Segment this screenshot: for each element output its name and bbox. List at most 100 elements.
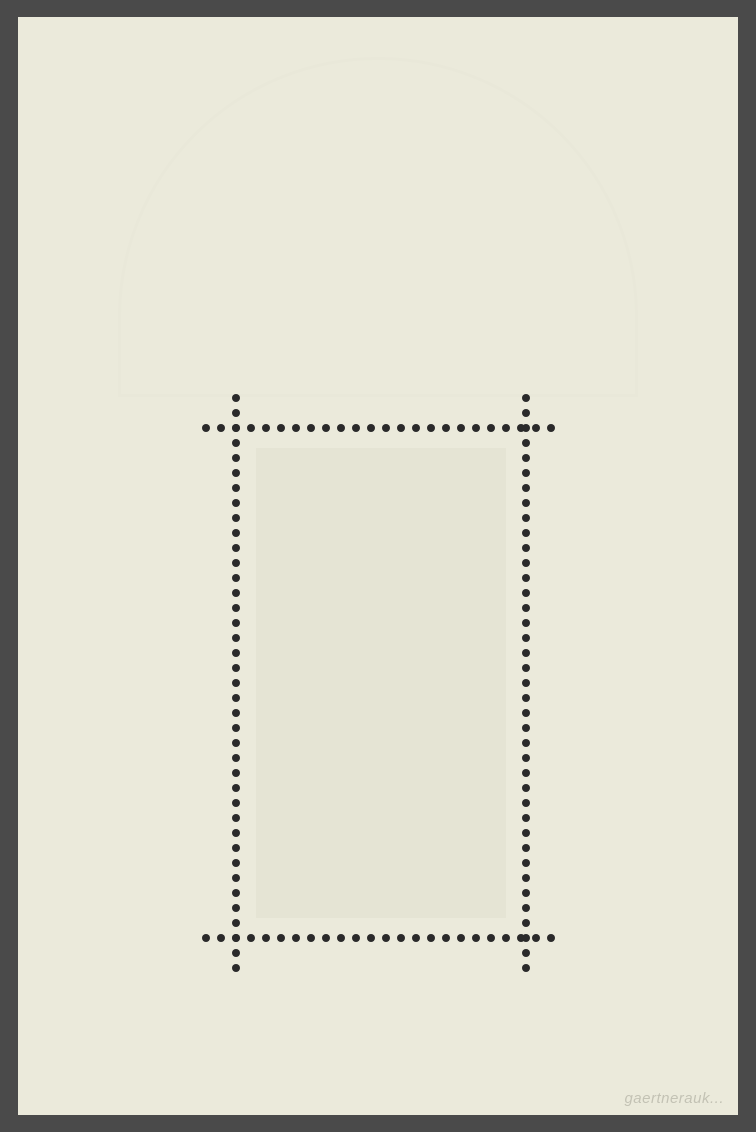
perforation-dot bbox=[522, 874, 530, 882]
perforation-dot bbox=[382, 934, 390, 942]
perforation-dot bbox=[232, 709, 240, 717]
perforation-dot bbox=[232, 904, 240, 912]
perforation-dot bbox=[522, 724, 530, 732]
perforation-dot bbox=[522, 949, 530, 957]
perforation-dot bbox=[522, 529, 530, 537]
perforation-dot bbox=[232, 694, 240, 702]
perforation-dot bbox=[412, 934, 420, 942]
perforation-dot bbox=[522, 709, 530, 717]
perforation-dot bbox=[232, 664, 240, 672]
perforation-dot bbox=[232, 544, 240, 552]
perforation-dot bbox=[427, 934, 435, 942]
watermark-text: gaertnerauk... bbox=[624, 1090, 724, 1107]
perforation-dot bbox=[522, 859, 530, 867]
perforation-dot bbox=[232, 484, 240, 492]
perforation-dot bbox=[232, 604, 240, 612]
perforation-dot bbox=[427, 424, 435, 432]
perforation-dot bbox=[232, 439, 240, 447]
perforation-dot bbox=[202, 424, 210, 432]
perforation-dot bbox=[217, 424, 225, 432]
perforation-dot bbox=[322, 424, 330, 432]
perforation-dot bbox=[397, 934, 405, 942]
perforation-dot bbox=[322, 934, 330, 942]
perforation-dot bbox=[307, 934, 315, 942]
perforation-dot bbox=[522, 679, 530, 687]
perforation-dot bbox=[522, 619, 530, 627]
faint-arch-pattern bbox=[118, 57, 638, 397]
perforation-dot bbox=[232, 394, 240, 402]
perforation-dot bbox=[502, 424, 510, 432]
perforation-dot bbox=[457, 424, 465, 432]
perforation-dot bbox=[487, 424, 495, 432]
perforation-dot bbox=[522, 829, 530, 837]
perforation-dot bbox=[522, 454, 530, 462]
perforation-dot bbox=[522, 739, 530, 747]
perforation-dot bbox=[472, 934, 480, 942]
perforation-dot bbox=[217, 934, 225, 942]
perforation-dot bbox=[382, 424, 390, 432]
perforation-dot bbox=[367, 934, 375, 942]
perforation-dot bbox=[232, 739, 240, 747]
perforation-dot bbox=[292, 934, 300, 942]
perforation-dot bbox=[547, 424, 555, 432]
perforation-dot bbox=[232, 799, 240, 807]
perforation-dot bbox=[352, 424, 360, 432]
perforation-dot bbox=[522, 754, 530, 762]
perforation-dot bbox=[232, 919, 240, 927]
perforation-dot bbox=[522, 844, 530, 852]
perforation-dot bbox=[522, 964, 530, 972]
perforation-dot bbox=[522, 769, 530, 777]
perforation-dot bbox=[337, 934, 345, 942]
perforation-dot bbox=[522, 919, 530, 927]
perforation-dot bbox=[232, 829, 240, 837]
perforation-dot bbox=[232, 574, 240, 582]
perforation-dot bbox=[442, 424, 450, 432]
perforation-dot bbox=[232, 619, 240, 627]
perforation-dot bbox=[337, 424, 345, 432]
perforation-dot bbox=[522, 604, 530, 612]
stamp-sheet: gaertnerauk... bbox=[18, 17, 738, 1115]
perforation-dot bbox=[262, 934, 270, 942]
perforation-dot bbox=[522, 799, 530, 807]
perforation-dot bbox=[292, 424, 300, 432]
perforation-dot bbox=[522, 904, 530, 912]
perforation-dot bbox=[232, 679, 240, 687]
perforation-dot bbox=[522, 634, 530, 642]
perforation-dot bbox=[522, 694, 530, 702]
perforation-dot bbox=[232, 859, 240, 867]
perforation-dot bbox=[262, 424, 270, 432]
perforation-dot bbox=[232, 529, 240, 537]
perforation-dot bbox=[522, 784, 530, 792]
perforation-dot bbox=[472, 424, 480, 432]
perforation-dot bbox=[247, 934, 255, 942]
perforation-frame bbox=[236, 428, 526, 938]
perforation-dot bbox=[522, 559, 530, 567]
perforation-dot bbox=[442, 934, 450, 942]
perforation-dot bbox=[522, 484, 530, 492]
perforation-dot bbox=[202, 934, 210, 942]
perforation-dot bbox=[232, 424, 240, 432]
perforation-dot bbox=[232, 469, 240, 477]
perforation-dot bbox=[522, 889, 530, 897]
perforation-dot bbox=[232, 409, 240, 417]
perforation-dot bbox=[232, 814, 240, 822]
perforation-dot bbox=[522, 499, 530, 507]
perforation-dot bbox=[232, 754, 240, 762]
perforation-dot bbox=[232, 454, 240, 462]
perforation-dot bbox=[232, 514, 240, 522]
perforation-dot bbox=[487, 934, 495, 942]
perforation-dot bbox=[397, 424, 405, 432]
perforation-dot bbox=[522, 544, 530, 552]
perforation-dot bbox=[232, 964, 240, 972]
perforation-dot bbox=[522, 934, 530, 942]
perforation-dot bbox=[352, 934, 360, 942]
perforation-dot bbox=[522, 814, 530, 822]
perforation-dot bbox=[522, 589, 530, 597]
perforation-dot bbox=[277, 934, 285, 942]
perforation-dot bbox=[232, 784, 240, 792]
perforation-dot bbox=[522, 664, 530, 672]
faint-background-design bbox=[118, 57, 638, 397]
perforation-dot bbox=[247, 424, 255, 432]
perforation-dot bbox=[547, 934, 555, 942]
perforation-dot bbox=[232, 724, 240, 732]
